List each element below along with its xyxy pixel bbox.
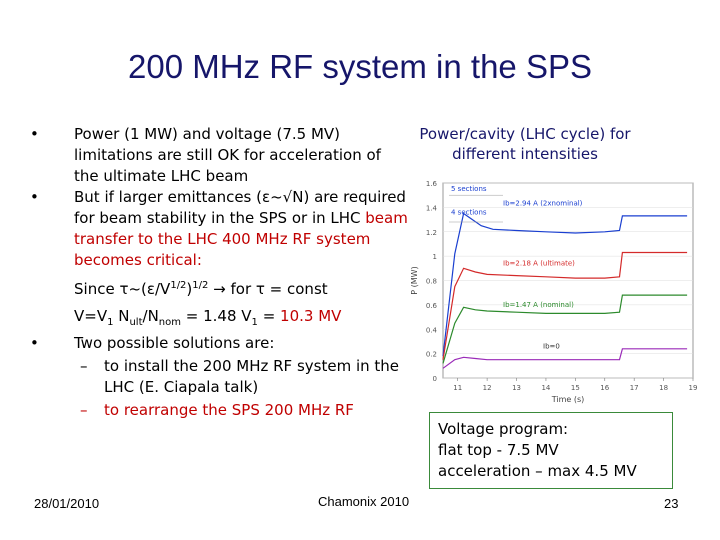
y-tick-label: 1 bbox=[433, 253, 437, 261]
y-tick-label: 0 bbox=[433, 375, 437, 383]
y-axis-label: P (MW) bbox=[410, 266, 419, 294]
x-tick-label: 18 bbox=[659, 384, 668, 392]
x-tick-label: 17 bbox=[630, 384, 639, 392]
chart-annotation: 4 sections bbox=[451, 208, 487, 216]
sub-bullet-dash: – bbox=[80, 401, 88, 419]
bullet-emittance-red-text: beam transfer to the LHC 400 MHz RF syst… bbox=[74, 209, 408, 269]
y-tick-label: 0.2 bbox=[426, 351, 437, 359]
chart-annotation: Ib=2.18 A (ultimate) bbox=[503, 260, 575, 268]
voltage-formula: V=V1 Nult/Nnom = 1.48 V1 = 10.3 MV bbox=[74, 307, 342, 328]
x-axis-label: Time (s) bbox=[551, 395, 585, 404]
bullet-power: • Power (1 MW) and voltage (7.5 MV) limi… bbox=[28, 124, 408, 187]
bullet-dot: • bbox=[30, 125, 39, 143]
bullet-power-text: Power (1 MW) and voltage (7.5 MV) limita… bbox=[74, 125, 381, 185]
y-tick-label: 1.4 bbox=[426, 204, 438, 212]
bullet-solutions: • Two possible solutions are: bbox=[28, 333, 408, 354]
series-line-1 bbox=[442, 212, 688, 357]
voltage-line-3: acceleration – max 4.5 MV bbox=[438, 462, 637, 480]
series-line-2 bbox=[442, 251, 688, 360]
sub-bullet-install: – to install the 200 MHz RF system in th… bbox=[28, 356, 408, 398]
series-line-3 bbox=[442, 294, 688, 364]
sub-bullet-rearrange-text: to rearrange the SPS 200 MHz RF bbox=[104, 401, 354, 419]
voltage-line-1: Voltage program: bbox=[438, 420, 569, 438]
y-tick-label: 1.6 bbox=[426, 180, 438, 188]
bullet-list: • Power (1 MW) and voltage (7.5 MV) limi… bbox=[28, 124, 408, 421]
chart-annotation: Ib=2.94 A (2xnominal) bbox=[503, 200, 583, 208]
footer-event: Chamonix 2010 bbox=[318, 494, 410, 509]
y-tick-label: 0.8 bbox=[426, 278, 437, 286]
footer-date: 28/01/2010 bbox=[34, 496, 100, 511]
footer-page-number: 23 bbox=[664, 496, 679, 511]
sub-bullet-dash: – bbox=[80, 357, 88, 375]
bullet-dot: • bbox=[30, 334, 39, 352]
x-tick-label: 11 bbox=[453, 384, 462, 392]
bullet-dot: • bbox=[30, 188, 39, 206]
x-tick-label: 16 bbox=[600, 384, 609, 392]
power-chart: 0 0.2 0.4 0.6 0.8 1 1.2 1.4 1.6 11 12 13 14 15 16 17 18 1… bbox=[410, 180, 698, 404]
x-tick-label: 14 bbox=[541, 384, 550, 392]
x-tick-label: 13 bbox=[512, 384, 521, 392]
series-line-4 bbox=[442, 348, 688, 369]
slide-title: 200 MHz RF system in the SPS bbox=[128, 48, 592, 85]
voltage-line-2: flat top - 7.5 MV bbox=[438, 441, 559, 459]
chart-annotation: Ib=0 bbox=[543, 343, 560, 351]
x-tick-label: 15 bbox=[571, 384, 580, 392]
y-tick-label: 0.6 bbox=[426, 302, 438, 310]
tau-formula: Since τ~(ε/V1/2)1/2 → for τ = const bbox=[74, 280, 328, 298]
bullet-emittance-text: But if larger emittances (ε~√N) are requ… bbox=[74, 188, 406, 227]
sub-bullet-rearrange: – to rearrange the SPS 200 MHz RF bbox=[28, 400, 408, 421]
bullet-emittance: • But if larger emittances (ε~√N) are re… bbox=[28, 187, 408, 271]
x-tick-label: 19 bbox=[689, 384, 698, 392]
bullet-solutions-text: Two possible solutions are: bbox=[74, 334, 275, 352]
voltage-program-box: Voltage program: flat top - 7.5 MV accel… bbox=[429, 412, 673, 489]
chart-annotation: Ib=1.47 A (nominal) bbox=[503, 301, 574, 309]
sub-bullet-install-text: to install the 200 MHz RF system in the … bbox=[104, 357, 400, 396]
y-tick-label: 0.4 bbox=[426, 326, 438, 334]
chart-annotation: 5 sections bbox=[451, 185, 487, 193]
chart-caption: Power/cavity (LHC cycle) for different i… bbox=[419, 125, 631, 163]
y-tick-label: 1.2 bbox=[426, 229, 437, 237]
x-tick-label: 12 bbox=[483, 384, 492, 392]
